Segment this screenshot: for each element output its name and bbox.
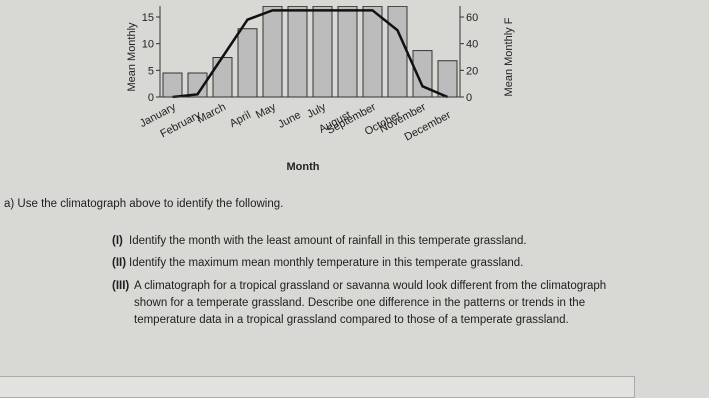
y2-tick-label: 20 — [466, 65, 478, 77]
x-tick-label: June — [276, 109, 303, 131]
question: (III) A climatograph for a tropical grass… — [112, 278, 632, 329]
question-text: A climatograph for a tropical grassland … — [134, 280, 607, 326]
plot-area — [162, 6, 458, 98]
y-tick-label: 5 — [148, 65, 154, 77]
question: (II) Identify the maximum mean monthly te… — [112, 255, 632, 272]
question: (I) Identify the month with the least amo… — [112, 233, 632, 250]
x-tick-label: July — [305, 101, 328, 121]
line — [172, 9, 448, 98]
answer-box[interactable] — [0, 376, 635, 398]
y-tick-label: 15 — [142, 12, 154, 24]
y-tick-label: 0 — [148, 92, 154, 104]
x-tick-label: May — [254, 101, 278, 122]
y2-tick-label: 0 — [466, 92, 472, 104]
question-number: (II) — [112, 257, 127, 269]
bar — [387, 6, 408, 98]
question-number: (I) — [112, 235, 123, 247]
question-intro: a) Use the climatograph above to identif… — [4, 198, 284, 210]
bar — [287, 6, 308, 98]
x-tick-label: April — [228, 109, 253, 130]
y2-axis-title: Mean Monthly F — [503, 17, 515, 96]
x-axis-title: Month — [287, 161, 320, 173]
bar — [162, 72, 183, 98]
bar — [212, 57, 233, 98]
question-text: Identify the month with the least amount… — [129, 235, 527, 247]
bar — [237, 28, 258, 98]
question-text: Identify the maximum mean monthly temper… — [129, 257, 524, 269]
bar — [362, 6, 383, 98]
y2-tick-label: 40 — [466, 39, 478, 51]
y2-tick-label: 60 — [466, 12, 478, 24]
x-tick-label: March — [195, 101, 228, 126]
y-axis-title: Mean Monthly — [126, 22, 138, 92]
y-tick-label: 10 — [142, 39, 154, 51]
bar — [262, 6, 283, 98]
bar — [337, 6, 358, 98]
chart: Mean Monthly Mean Monthly F Month 0 5 10 15… — [126, 6, 515, 173]
bar — [437, 60, 458, 98]
question-number: (III) — [112, 280, 130, 292]
bar — [312, 6, 333, 98]
